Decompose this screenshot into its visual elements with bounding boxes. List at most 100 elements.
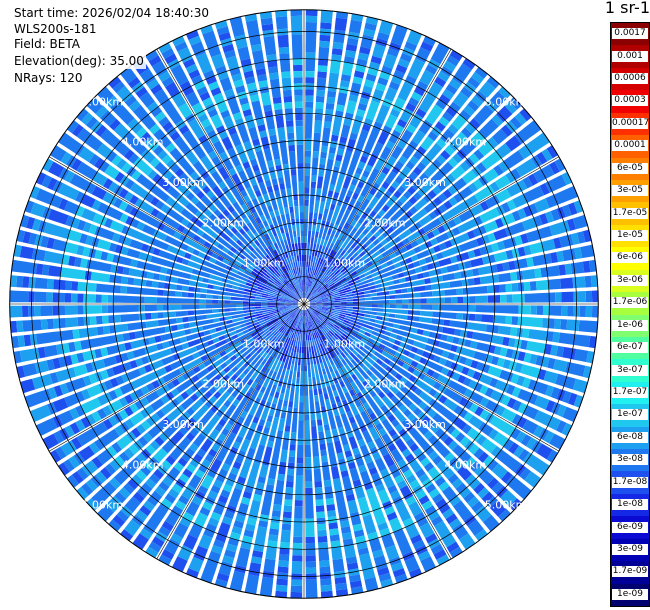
ray-bins: [322, 305, 360, 310]
ray-bins: [119, 213, 129, 224]
ray-bins: [10, 304, 298, 333]
ray-bins: [240, 369, 290, 550]
ray-bins: [140, 131, 296, 296]
ray-bins: [267, 261, 301, 300]
ray: [308, 307, 532, 500]
ray: [310, 275, 598, 304]
ray-bins: [254, 325, 276, 343]
colorbar-tick-label: 0.001: [612, 50, 648, 62]
ray-bins: [31, 248, 262, 297]
ray-bins: [331, 316, 517, 409]
ring-label: 4.00km: [445, 136, 487, 149]
ray-bins: [317, 16, 379, 245]
ray: [309, 132, 550, 301]
ray-bins: [252, 268, 299, 301]
ray-bins: [365, 487, 391, 537]
ray: [310, 304, 597, 349]
ray-bins: [448, 131, 486, 168]
ray-bins: [309, 306, 528, 429]
ray-bins: [381, 232, 580, 287]
ray-bins: [275, 16, 304, 298]
ray-bins: [312, 263, 343, 296]
ray-bins: [444, 452, 455, 463]
colorbar-tick-label: 0.0006: [612, 73, 648, 85]
ray-bins: [353, 337, 550, 476]
ray: [50, 307, 299, 463]
ray-bins: [328, 277, 574, 303]
ray-bins: [314, 310, 347, 331]
ray-bins: [332, 315, 579, 422]
ray-bins: [83, 293, 108, 303]
ray: [308, 108, 532, 301]
ray-bins: [285, 308, 300, 322]
ray-bins: [170, 357, 276, 544]
ray-bins: [143, 309, 301, 535]
ray-bins: [310, 298, 360, 304]
ray-bins: [245, 282, 281, 297]
ray-bins: [321, 381, 376, 580]
ray-bins: [308, 267, 347, 301]
ray-bins: [259, 514, 270, 522]
ring-labels: 1.00km 1.00km 1.00km 1.00km 2.00km 2.00km 2.00…: [82, 95, 527, 511]
ray-bins: [34, 234, 239, 290]
ray-bins: [20, 214, 293, 301]
polar-grid: [9, 9, 599, 599]
ray-bins: [252, 164, 264, 184]
ray-bins: [305, 518, 315, 537]
ring-label: 3.00km: [404, 418, 446, 431]
ray-bins: [132, 328, 288, 550]
ray-bins: [292, 58, 303, 108]
ray-bins: [216, 333, 296, 582]
ray-bins: [178, 103, 193, 119]
ray-bins: [309, 307, 558, 463]
ray-bins: [317, 105, 513, 292]
ray-bins: [244, 13, 289, 214]
ray-bins: [11, 305, 292, 349]
ray: [309, 306, 566, 450]
ray-bins: [91, 399, 123, 423]
ray-bins: [290, 15, 304, 243]
ray-bins: [131, 81, 257, 242]
ray-bins: [173, 462, 184, 472]
ray: [11, 259, 298, 304]
ray-bins: [281, 71, 293, 109]
ray-bins: [37, 306, 292, 359]
ray-bins: [425, 104, 444, 125]
ray-bins: [309, 150, 525, 301]
ray: [309, 214, 588, 303]
ray-bins: [360, 198, 550, 282]
ray-bins: [253, 309, 293, 329]
ray: [259, 310, 304, 597]
ray-bins: [361, 143, 512, 261]
colorbar-tick-label: 1e-08: [612, 499, 648, 511]
ray-bins: [301, 322, 304, 353]
colorbar-tick-label: 1.7e-05: [612, 207, 648, 219]
ray-bins: [304, 310, 310, 341]
ray-bins: [363, 317, 592, 379]
ray-bins: [133, 157, 153, 176]
colorbar: 0.0017 0.001 0.0006 0.0003 0.00017 0.0001 6e-0…: [610, 22, 650, 607]
ray: [120, 308, 301, 541]
ray-bins: [322, 327, 484, 537]
ray-bins: [306, 249, 335, 299]
ray-bins: [244, 309, 281, 320]
ray-bins: [245, 19, 303, 298]
ray-bins: [444, 131, 468, 156]
ray-bins: [41, 174, 293, 299]
ray-bins: [229, 496, 251, 541]
ray-bins: [308, 64, 408, 293]
ray-bins: [308, 280, 312, 287]
ray-bins: [315, 317, 321, 323]
ring-label: 2.00km: [364, 216, 406, 229]
ray: [308, 308, 522, 511]
ray-bins: [28, 291, 298, 304]
ray-bins: [304, 242, 307, 292]
ray-bins: [202, 30, 303, 299]
ray: [29, 306, 299, 422]
ring-label: 5.00km: [485, 499, 527, 512]
ray-bins: [240, 58, 303, 299]
ray-bins: [312, 42, 344, 232]
ray-bins: [19, 245, 275, 299]
ray-bins: [310, 290, 593, 304]
ray-bins: [304, 371, 317, 574]
